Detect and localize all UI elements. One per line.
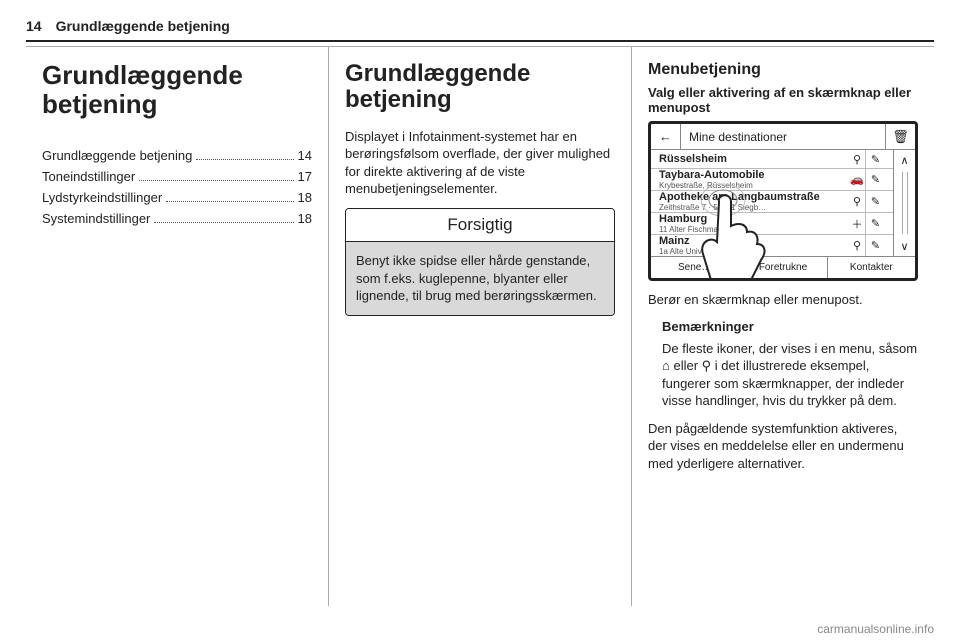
toc-page: 18: [298, 190, 312, 205]
edit-icon[interactable]: ✎: [865, 191, 885, 212]
list-item-text: Rüsselsheim: [659, 153, 849, 165]
list-item[interactable]: Taybara-Automobile Krybestraße, Rüsselsh…: [651, 169, 893, 191]
toc-leader-dots: [154, 222, 293, 223]
watermark-url: carmanualsonline.info: [817, 622, 934, 636]
col3-heading: Menubetjening: [648, 61, 918, 79]
header-rule: [26, 40, 934, 42]
plus-pin-icon: ＋: [849, 216, 865, 232]
toc-label: Grundlæggende betjening: [42, 148, 192, 163]
pin-icon: ⚲: [849, 239, 865, 252]
toc-leader-dots: [166, 201, 293, 202]
caution-callout: Forsigtig Benyt ikke spidse eller hårde …: [345, 208, 615, 316]
dest-sub: Zeithstraße 7 · 53721 Siegb…: [659, 203, 849, 212]
manual-page: 14 Grundlæggende betjening Grundlæggende…: [0, 0, 960, 642]
toc-row: Grundlæggende betjening 14: [42, 148, 312, 163]
toc-row: Lydstyrkeindstillinger 18: [42, 190, 312, 205]
list-item[interactable]: Apotheke am Langbaumstraße Zeithstraße 7…: [651, 191, 893, 213]
toc-row: Toneindstillinger 17: [42, 169, 312, 184]
list-item[interactable]: Hamburg 11 Alter Fischmarkt ＋ ✎: [651, 213, 893, 235]
after-screen-text: Berør en skærmknap eller menupost.: [648, 291, 918, 309]
screen-footer-tabs: Sene… Foretrukne Kontakter: [651, 256, 915, 278]
pin-icon: ⚲: [849, 153, 865, 166]
list-item-text: Hamburg 11 Alter Fischmarkt: [659, 213, 849, 234]
dest-name: Rüsselsheim: [659, 153, 849, 165]
infotainment-screenshot: ← Mine destinationer 🗑 Rüsselsheim ⚲: [648, 121, 918, 281]
tab-favourites[interactable]: Foretrukne: [739, 257, 827, 278]
tab-recent[interactable]: Sene…: [651, 257, 739, 278]
scroll-track[interactable]: [902, 172, 908, 234]
dest-sub: 11 Alter Fischmarkt: [659, 225, 849, 234]
screen-title: Mine destinationer: [681, 130, 885, 144]
toc-page: 17: [298, 169, 312, 184]
trash-icon: 🗑: [892, 129, 909, 145]
scroll-up-icon[interactable]: ∧: [894, 150, 915, 170]
column-3: Menubetjening Valg eller aktivering af e…: [631, 47, 934, 606]
caution-title: Forsigtig: [346, 209, 614, 242]
caution-body: Benyt ikke spidse eller hårde genstande,…: [346, 242, 614, 315]
toc-label: Lydstyrkeindstillinger: [42, 190, 162, 205]
list-item[interactable]: Rüsselsheim ⚲ ✎: [651, 150, 893, 169]
destination-list: Rüsselsheim ⚲ ✎ Taybara-Automobile Krybe…: [651, 150, 893, 256]
toc-leader-dots: [139, 180, 293, 181]
edit-icon[interactable]: ✎: [865, 213, 885, 234]
page-section: Grundlæggende betjening: [56, 18, 230, 34]
col1-heading: Grundlæggende betjening: [42, 61, 312, 118]
toc-label: Systemindstillinger: [42, 211, 150, 226]
pin-icon: ⚲: [849, 195, 865, 208]
edit-icon[interactable]: ✎: [865, 150, 885, 168]
dest-name: Mainz: [659, 235, 849, 247]
toc-page: 14: [298, 148, 312, 163]
list-item-text: Taybara-Automobile Krybestraße, Rüsselsh…: [659, 169, 849, 190]
closing-text: Den pågældende systemfunktion aktiveres,…: [648, 420, 918, 473]
page-header: 14 Grundlæggende betjening: [26, 18, 934, 40]
column-1: Grundlæggende betjening Grundlæggende be…: [26, 47, 328, 606]
back-button[interactable]: ←: [651, 124, 681, 149]
edit-icon[interactable]: ✎: [865, 169, 885, 190]
list-item[interactable]: Mainz 1a Alte Universitätsstr… ⚲ ✎: [651, 235, 893, 256]
dest-name: Apotheke am Langbaumstraße: [659, 191, 849, 203]
note-body: De fleste ikoner, der vises i en menu, s…: [662, 340, 918, 410]
note-block: Bemærkninger De fleste ikoner, der vises…: [648, 319, 918, 410]
car-icon: 🚗: [849, 173, 865, 186]
three-column-layout: Grundlæggende betjening Grundlæggende be…: [26, 46, 934, 606]
scroll-down-icon[interactable]: ∨: [894, 236, 915, 256]
back-arrow-icon: ←: [659, 129, 672, 144]
toc-label: Toneindstillinger: [42, 169, 135, 184]
column-2: Grundlæggende betjening Displayet i Info…: [328, 47, 631, 606]
col2-intro-text: Displayet i Infotainment-systemet har en…: [345, 128, 615, 198]
scrollbar[interactable]: ∧ ∨: [893, 150, 915, 256]
toc-row: Systemindstillinger 18: [42, 211, 312, 226]
col3-subheading: Valg eller aktivering af en skærmknap el…: [648, 85, 918, 115]
dest-name: Taybara-Automobile: [659, 169, 849, 181]
toc-page: 18: [298, 211, 312, 226]
list-item-text: Mainz 1a Alte Universitätsstr…: [659, 235, 849, 256]
dest-sub: 1a Alte Universitätsstr…: [659, 247, 849, 256]
delete-button[interactable]: 🗑: [885, 124, 915, 149]
dest-name: Hamburg: [659, 213, 849, 225]
screen-header: ← Mine destinationer 🗑: [651, 124, 915, 150]
tab-contacts[interactable]: Kontakter: [828, 257, 915, 278]
screen-body: Rüsselsheim ⚲ ✎ Taybara-Automobile Krybe…: [651, 150, 915, 256]
dest-sub: Krybestraße, Rüsselsheim: [659, 181, 849, 190]
page-number: 14: [26, 18, 42, 34]
note-title: Bemærkninger: [662, 319, 918, 334]
list-item-text: Apotheke am Langbaumstraße Zeithstraße 7…: [659, 191, 849, 212]
col2-heading: Grundlæggende betjening: [345, 61, 615, 114]
toc-leader-dots: [196, 159, 293, 160]
edit-icon[interactable]: ✎: [865, 235, 885, 256]
